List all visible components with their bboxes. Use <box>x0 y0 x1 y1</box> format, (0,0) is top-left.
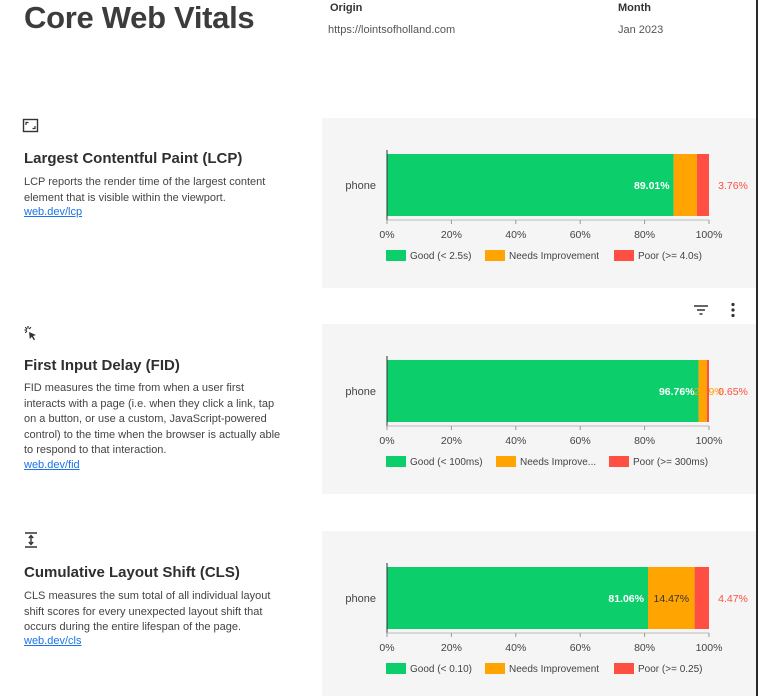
x-tick-label: 80% <box>634 229 655 241</box>
legend-swatch <box>386 456 406 467</box>
category-label: phone <box>345 386 376 398</box>
bar-segment[interactable] <box>387 567 649 629</box>
x-tick-label: 100% <box>696 435 723 447</box>
legend-label: Needs Improvement <box>509 251 599 262</box>
x-tick-label: 0% <box>379 435 394 447</box>
category-label: phone <box>345 180 376 192</box>
legend-swatch <box>496 456 516 467</box>
data-label: 81.06% <box>608 593 644 605</box>
x-tick-label: 60% <box>570 642 591 654</box>
month-value: Jan 2023 <box>618 24 664 36</box>
x-tick-label: 40% <box>505 642 526 654</box>
lcp-image-icon <box>22 118 39 133</box>
data-label: 89.01% <box>634 180 670 192</box>
fid-title: First Input Delay (FID) <box>24 357 180 374</box>
legend-swatch <box>614 250 634 261</box>
x-tick-label: 20% <box>441 435 462 447</box>
x-tick-label: 80% <box>634 435 655 447</box>
x-tick-label: 100% <box>696 642 723 654</box>
lcp-description: LCP reports the render time of the large… <box>24 176 266 204</box>
filter-icon[interactable] <box>692 301 710 319</box>
cls-description: CLS measures the sum total of all indivi… <box>24 590 271 633</box>
x-tick-label: 40% <box>505 229 526 241</box>
more-vert-icon[interactable] <box>724 301 742 319</box>
legend-label: Poor (>= 4.0s) <box>638 251 702 262</box>
legend-label: Poor (>= 0.25) <box>638 664 702 675</box>
legend-label: Good (< 2.5s) <box>410 251 471 262</box>
x-tick-label: 20% <box>441 642 462 654</box>
legend-swatch <box>609 456 629 467</box>
legend-swatch <box>614 663 634 674</box>
legend-swatch <box>485 663 505 674</box>
bar-segment[interactable] <box>706 360 709 422</box>
cls-link[interactable]: web.dev/cls <box>24 635 82 647</box>
x-tick-label: 60% <box>570 229 591 241</box>
data-label: 0.65% <box>718 386 748 398</box>
cls-chart: phone 81.06% 14.47% 4.47% 0% 20% 40% 60% 80% 100%… <box>345 563 748 675</box>
page-title: Core Web Vitals <box>24 0 255 35</box>
lcp-link[interactable]: web.dev/lcp <box>24 206 83 218</box>
origin-value: https://lointsofholland.com <box>328 24 456 36</box>
bar-segment[interactable] <box>387 154 674 216</box>
cls-shift-icon <box>25 532 37 548</box>
origin-label: Origin <box>330 2 363 14</box>
lcp-title: Largest Contentful Paint (LCP) <box>24 150 243 167</box>
bar-segment[interactable] <box>648 567 695 629</box>
data-label: 14.47% <box>653 593 689 605</box>
x-tick-label: 0% <box>379 642 394 654</box>
data-label: 96.76% <box>659 386 695 398</box>
bar-segment[interactable] <box>673 154 697 216</box>
x-tick-label: 100% <box>696 229 723 241</box>
data-label: 3.76% <box>718 180 748 192</box>
right-edge-divider <box>756 0 758 696</box>
lcp-chart-panel: phone 89.01% 7.23% 3.76% 0% 20% 40% 60% 80% 100% G… <box>322 118 756 288</box>
x-tick-label: 20% <box>441 229 462 241</box>
cls-title: Cumulative Layout Shift (CLS) <box>24 564 240 581</box>
x-tick-label: 40% <box>505 435 526 447</box>
fid-chart-panel: phone96.76%2.59%0.65%0%20%40%60%80%100%G… <box>322 324 756 494</box>
category-label: phone <box>345 593 376 605</box>
x-tick-label: 80% <box>634 642 655 654</box>
legend-label: Poor (>= 300ms) <box>633 457 708 468</box>
month-label: Month <box>618 2 651 14</box>
legend-swatch <box>485 250 505 261</box>
bar-segment[interactable] <box>698 360 707 422</box>
x-tick-label: 60% <box>570 435 591 447</box>
fid-link[interactable]: web.dev/fid <box>24 459 80 471</box>
legend-swatch <box>386 250 406 261</box>
cls-chart-panel: phone 81.06% 14.47% 4.47% 0% 20% 40% 60% 80% 100%… <box>322 531 756 696</box>
bar-segment[interactable] <box>696 154 709 216</box>
legend-label: Needs Improve... <box>520 457 596 468</box>
legend-label: Good (< 0.10) <box>410 664 472 675</box>
fid-click-icon <box>24 326 36 341</box>
legend-label: Good (< 100ms) <box>410 457 483 468</box>
bar-segment[interactable] <box>387 360 699 422</box>
legend-label: Needs Improvement <box>509 664 599 675</box>
lcp-chart: phone 89.01% 7.23% 3.76%0% 20% 40% 60% 80% 100%G… <box>345 150 748 262</box>
fid-chart: phone96.76%2.59%0.65%0%20%40%60%80%100%G… <box>345 356 748 468</box>
legend-swatch <box>386 663 406 674</box>
data-label: 4.47% <box>718 593 748 605</box>
x-tick-label: 0% <box>379 229 394 241</box>
bar-segment[interactable] <box>694 567 709 629</box>
fid-description: FID measures the time from when a user f… <box>24 382 281 456</box>
